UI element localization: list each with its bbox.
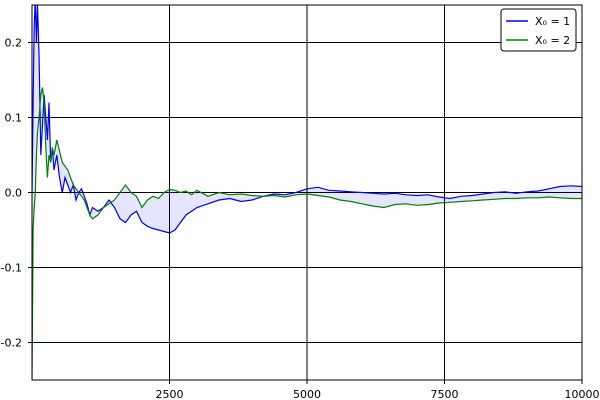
legend-label-1: X₀ = 1	[535, 15, 570, 28]
y-tick-label: 0.1	[5, 112, 23, 125]
y-tick-label: -0.1	[1, 262, 22, 275]
y-tick-label: 0.2	[5, 37, 23, 50]
legend: X₀ = 1 X₀ = 2	[500, 8, 577, 52]
x-tick-label: 10000	[565, 388, 600, 400]
legend-label-2: X₀ = 2	[535, 34, 570, 47]
series-line-2	[32, 87, 582, 380]
y-tick-label: -0.2	[1, 337, 22, 350]
x-tick-label: 5000	[293, 388, 321, 400]
y-tick-label: 0.0	[5, 187, 23, 200]
fill-between-area	[32, 5, 582, 380]
x-tick-label: 7500	[431, 388, 459, 400]
x-tick-label: 2500	[156, 388, 184, 400]
